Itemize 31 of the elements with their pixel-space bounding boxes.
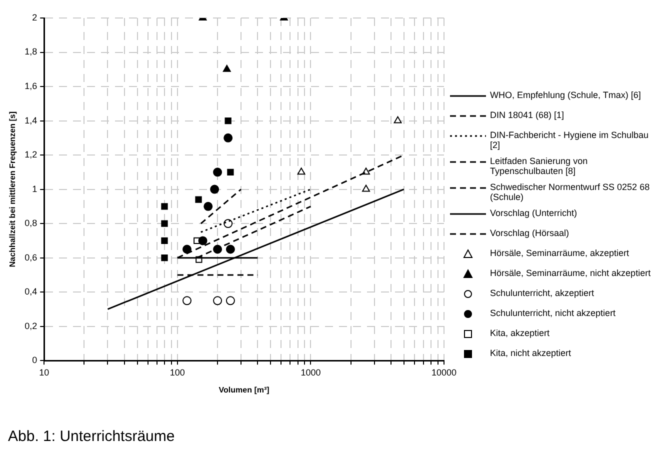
y-tick-label: 0,8 [24,218,38,228]
legend-label: Kita, nicht akzeptiert [490,348,572,358]
y-tick-label: 2 [32,12,38,22]
x-tick-label: 100 [170,367,185,378]
legend-label: DIN 18041 (68) [1] [490,110,564,120]
legend-label: Hörsäle, Seminarräume, akzeptiert [490,248,630,258]
y-tick-label: 0,4 [24,286,38,297]
y-tick-label: 0,6 [24,252,38,262]
legend-label: Schwedischer Normentwurf SS 0252 68 (Schule) [490,182,651,202]
legend-label: Kita, akzeptiert [490,328,550,338]
legend-label: Schulunterricht, akzeptiert [490,288,594,298]
x-tick-label: 1000 [300,367,321,378]
legend-label: Hörsäle, Seminarräume, nicht akzeptiert [490,268,651,278]
y-tick-label: 1,2 [24,150,38,160]
caption: Abb. 1: Unterrichtsräume [8,428,175,445]
y-tick-label: 0 [32,355,38,366]
y-tick-label: 0,2 [24,320,38,331]
y-tick-label: 1,6 [24,81,38,92]
y-axis-title: Nachhallzeit bei mittleren Frequenzen [s] [8,111,18,268]
x-tick-label: 10000 [431,367,457,378]
legend-label: Vorschlag (Hörsaal) [490,228,570,238]
legend-label: DIN-Fachbericht - Hygiene im Schulbau [2] [490,130,650,150]
x-tick-label: 10 [39,367,50,378]
legend-label: Leitfaden Sanierung von Typenschulbauten [8] [490,156,589,176]
y-tick-label: 1,4 [24,115,38,126]
legend-label: Vorschlag (Unterricht) [490,208,578,218]
legend-label: Schulunterricht, nicht akzeptiert [490,308,616,318]
y-tick-label: 1,8 [24,46,38,57]
y-tick-label: 1 [32,184,38,194]
x-axis-title: Volumen [m³] [218,385,270,394]
legend-label: WHO, Empfehlung (Schule, Tmax) [6] [490,90,641,100]
